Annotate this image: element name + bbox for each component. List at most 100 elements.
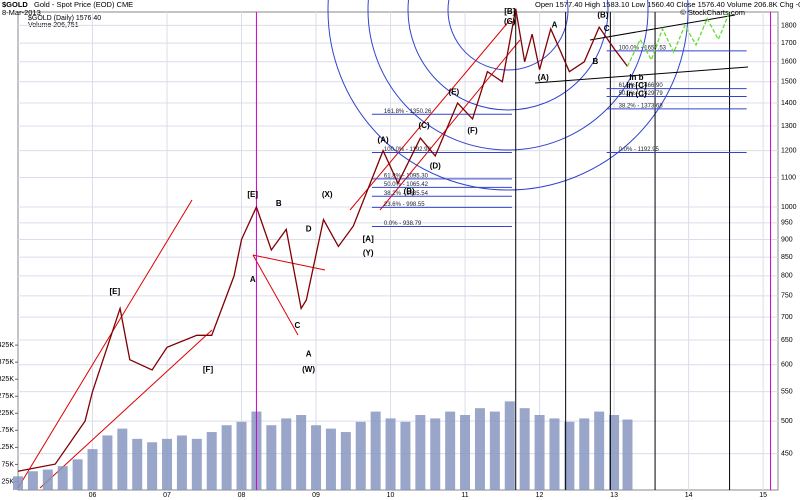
volume-bar	[27, 471, 38, 490]
fib-label: 23.6% - 998.55	[384, 202, 425, 208]
volume-bar	[13, 476, 23, 490]
y-tick-label: 550	[781, 388, 793, 395]
fib-label: 0.0% - 1192.95	[619, 147, 660, 153]
wave-label: In b	[629, 73, 643, 82]
wave-label: (A)	[378, 136, 389, 145]
x-tick-label: 07	[163, 492, 171, 499]
volume-tick-label: 25K	[2, 478, 15, 485]
wave-label: B	[593, 57, 599, 66]
price-line	[626, 11, 731, 67]
y-tick-label: 850	[781, 254, 793, 261]
volume-bar	[162, 438, 173, 490]
trend-line	[17, 199, 193, 489]
fib-label: 100.0% - 1657.53	[619, 45, 667, 51]
volume-tick-label: 175K	[0, 427, 14, 434]
volume-bar	[504, 401, 515, 490]
wave-label: (D)	[430, 162, 441, 171]
volume-bar	[445, 411, 456, 490]
y-tick-label: 800	[781, 273, 793, 280]
wave-label: A	[552, 21, 558, 30]
y-tick-label: 700	[781, 314, 793, 321]
wave-label: (G)	[504, 17, 516, 26]
trend-line	[349, 19, 511, 211]
x-tick-label: 08	[238, 492, 246, 499]
x-tick-label: 11	[461, 492, 468, 499]
volume-bar	[221, 425, 232, 490]
fan-arc	[407, 0, 609, 111]
wave-label: (E)	[449, 87, 460, 96]
wave-label: D	[306, 225, 312, 234]
volume-bar	[117, 428, 128, 490]
x-tick-label: 14	[685, 492, 693, 499]
fib-label: 50.0% - 1429.79	[619, 91, 664, 97]
y-tick-label: 1400	[781, 100, 797, 107]
wave-label: In [C]	[626, 81, 647, 90]
y-tick-label: 1200	[781, 148, 797, 155]
volume-bar	[102, 435, 113, 490]
fib-label: 61.8% - 1095.30	[384, 173, 429, 179]
wave-label: C	[295, 321, 301, 330]
fib-label: 38.2% - 1373.68	[619, 103, 664, 109]
volume-bar	[206, 432, 217, 490]
quote: Open 1577.40 High 1583.10 Low 1560.40 Cl…	[535, 0, 800, 9]
volume-bar	[594, 411, 605, 490]
volume-tick-label: 225K	[0, 410, 14, 417]
wave-label: (F)	[467, 126, 478, 135]
wave-label: [A]	[363, 235, 374, 244]
fib-label: 100.0% - 1192.98	[384, 147, 432, 153]
y-tick-label: 750	[781, 293, 793, 300]
volume-bar	[400, 421, 411, 490]
wave-label: (A)	[538, 73, 549, 82]
volume-bar	[266, 425, 277, 490]
x-tick-label: 13	[610, 492, 618, 499]
fib-label: 0.0% - 938.79	[384, 221, 422, 227]
y-tick-label: 950	[781, 220, 793, 227]
volume-bar	[325, 428, 336, 490]
y-tick-label: 1100	[781, 174, 796, 181]
fan-arc	[447, 0, 569, 71]
wave-label: (C)	[419, 121, 430, 130]
chart-subtitle: Gold - Spot Price (EOD) CME	[34, 0, 133, 9]
x-tick-label: 06	[89, 492, 97, 499]
wave-label: A	[306, 350, 312, 359]
wave-label: C	[604, 24, 610, 33]
y-tick-label: 1800	[781, 22, 797, 29]
wave-label: [F]	[203, 365, 214, 374]
volume-bar	[191, 438, 202, 490]
volume-bar	[355, 421, 366, 490]
volume-bar	[519, 408, 530, 490]
fan-arc	[367, 0, 649, 151]
wave-label: A	[250, 275, 256, 284]
volume-bar	[281, 418, 292, 490]
trend-line	[534, 66, 749, 84]
volume-bar	[415, 415, 426, 490]
volume-bar	[296, 415, 307, 490]
y-tick-label: 1000	[781, 204, 797, 211]
x-tick-label: 15	[759, 492, 767, 499]
fib-label: 161.8% - 1350.26	[384, 109, 432, 115]
trend-line	[379, 39, 521, 211]
trend-line	[39, 329, 213, 489]
volume-tick-label: 75K	[2, 461, 15, 468]
volume-bar	[385, 418, 396, 490]
volume-bar	[430, 418, 441, 490]
y-tick-label: 450	[781, 450, 793, 457]
wave-label: (B)	[404, 187, 415, 196]
volume-bar	[57, 466, 68, 490]
volume-bar	[42, 469, 53, 490]
trend-line	[252, 254, 299, 336]
y-tick-label: 1500	[781, 79, 797, 86]
volume-bar	[311, 425, 322, 490]
wave-label: In (C)	[626, 89, 647, 98]
volume-bar	[72, 459, 83, 490]
y-tick-label: 1700	[781, 40, 797, 47]
x-tick-label: 10	[387, 492, 395, 499]
x-tick-label: 09	[312, 492, 320, 499]
y-tick-label: 900	[781, 236, 793, 243]
wave-label: [B]	[504, 7, 515, 16]
legend-entry: $GOLD (Daily) 1576.40	[28, 15, 101, 22]
volume-tick-label: 125K	[0, 444, 14, 451]
volume-bar	[87, 449, 98, 490]
volume-bar	[564, 421, 575, 490]
volume-bar	[489, 411, 500, 490]
